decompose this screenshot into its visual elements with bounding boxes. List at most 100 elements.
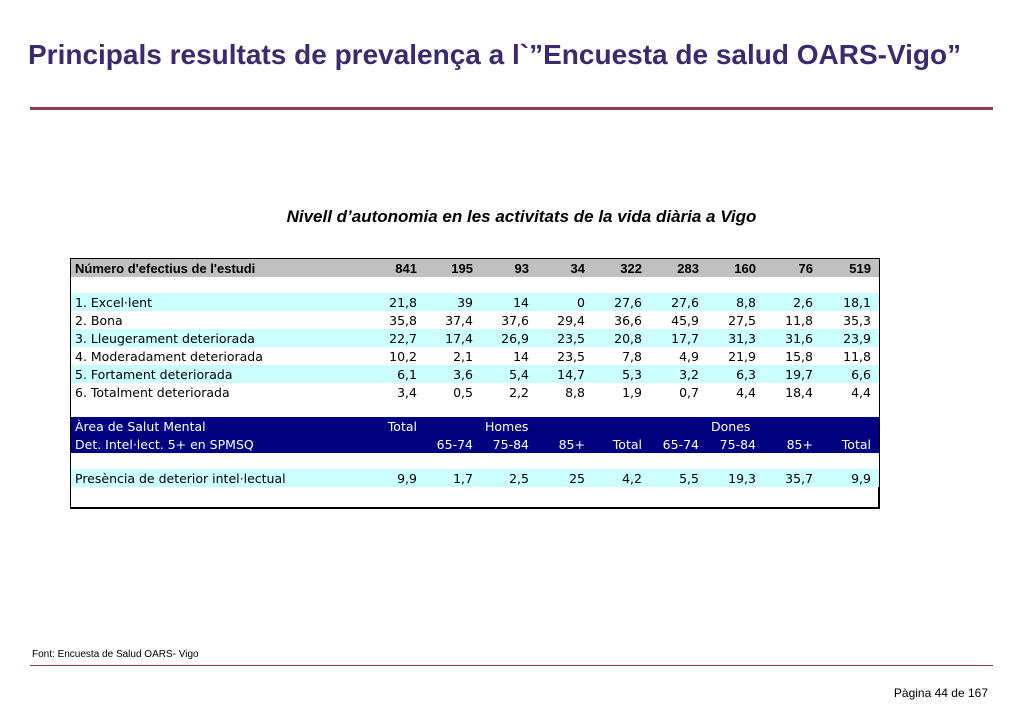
table-cell: 17,7 xyxy=(650,329,707,347)
row-label: 2. Bona xyxy=(71,311,369,329)
table-cell: 10,2 xyxy=(369,347,425,365)
table-cell: 36,6 xyxy=(593,311,650,329)
table-cell: 14 xyxy=(481,293,537,311)
dones-label: Dones xyxy=(707,417,764,435)
table-cell: 2,5 xyxy=(481,469,537,487)
header-cell: 519 xyxy=(821,259,879,277)
table-cell: 0,7 xyxy=(650,383,707,401)
empty-cell xyxy=(425,417,481,435)
table-cell: 31,6 xyxy=(764,329,821,347)
table-cell: 9,9 xyxy=(369,469,425,487)
table-cell: 6,3 xyxy=(707,365,764,383)
section-header-row: Àrea de Salut Mental Total Homes Dones xyxy=(71,417,879,435)
table-row: 3. Lleugerament deteriorada 22,7 17,4 26,9 2… xyxy=(71,329,879,347)
subheader-cell: 65-74 xyxy=(650,435,707,453)
table-cell: 45,9 xyxy=(650,311,707,329)
table-cell: 8,8 xyxy=(537,383,593,401)
table-cell: 4,2 xyxy=(593,469,650,487)
table-cell: 31,3 xyxy=(707,329,764,347)
subheader-cell: Total xyxy=(593,435,650,453)
table-header-row: Número d'efectius de l'estudi 841 195 93… xyxy=(71,259,879,277)
table-cell: 14 xyxy=(481,347,537,365)
table-row: 6. Totalment deteriorada 3,4 0,5 2,2 8,8 1,9 0… xyxy=(71,383,879,401)
table-cell: 27,6 xyxy=(650,293,707,311)
empty-cell xyxy=(593,417,650,435)
data-table: Número d'efectius de l'estudi 841 195 93… xyxy=(71,259,879,487)
table-cell: 35,7 xyxy=(764,469,821,487)
table-cell: 23,9 xyxy=(821,329,879,347)
table-cell: 21,9 xyxy=(707,347,764,365)
header-cell: 93 xyxy=(481,259,537,277)
table-cell: 7,8 xyxy=(593,347,650,365)
section-subheader-row: Det. Intel·lect. 5+ en SPMSQ 65-74 75-84 85… xyxy=(71,435,879,453)
empty-cell xyxy=(764,417,821,435)
empty-cell xyxy=(537,417,593,435)
table-row: 4. Moderadament deteriorada 10,2 2,1 14 23,5… xyxy=(71,347,879,365)
table-cell: 2,2 xyxy=(481,383,537,401)
table-cell: 21,8 xyxy=(369,293,425,311)
presence-row: Presència de deterior intel·lectual 9,9 1,… xyxy=(71,469,879,487)
header-cell: 34 xyxy=(537,259,593,277)
table-cell: 4,9 xyxy=(650,347,707,365)
header-cell: 283 xyxy=(650,259,707,277)
table-row: 2. Bona 35,8 37,4 37,6 29,4 36,6 45,9 27,5 11,8 3… xyxy=(71,311,879,329)
table-cell: 1,7 xyxy=(425,469,481,487)
table-subtitle: Nivell d’autonomia en les activitats de … xyxy=(286,207,757,226)
table-cell: 3,6 xyxy=(425,365,481,383)
table-cell: 35,8 xyxy=(369,311,425,329)
table-row: 1. Excel·lent 21,8 39 14 0 27,6 27,6 8,8 2,6 18,1 xyxy=(71,293,879,311)
row-label: 5. Fortament deteriorada xyxy=(71,365,369,383)
table-cell: 11,8 xyxy=(764,311,821,329)
area-label: Àrea de Salut Mental xyxy=(71,417,369,435)
table-cell: 4,4 xyxy=(707,383,764,401)
page-title: Principals resultats de prevalença a l`”… xyxy=(28,39,962,70)
table-cell: 3,2 xyxy=(650,365,707,383)
table-cell: 2,1 xyxy=(425,347,481,365)
source-note: Font: Encuesta de Salud OARS- Vigo xyxy=(32,649,199,660)
table-cell: 5,5 xyxy=(650,469,707,487)
subheader-cell: 85+ xyxy=(764,435,821,453)
table-cell: 6,1 xyxy=(369,365,425,383)
table-cell: 29,4 xyxy=(537,311,593,329)
table-cell: 14,7 xyxy=(537,365,593,383)
row-label: 1. Excel·lent xyxy=(71,293,369,311)
table-cell: 39 xyxy=(425,293,481,311)
table-cell: 8,8 xyxy=(707,293,764,311)
table-cell: 26,9 xyxy=(481,329,537,347)
header-cell: 322 xyxy=(593,259,650,277)
table-cell: 18,1 xyxy=(821,293,879,311)
det-label: Det. Intel·lect. 5+ en SPMSQ xyxy=(71,435,369,453)
table-cell: 25 xyxy=(537,469,593,487)
header-cell: 160 xyxy=(707,259,764,277)
table-cell: 17,4 xyxy=(425,329,481,347)
table-row: 5. Fortament deteriorada 6,1 3,6 5,4 14,7 5,3… xyxy=(71,365,879,383)
row-label: 3. Lleugerament deteriorada xyxy=(71,329,369,347)
subheader-cell: Total xyxy=(821,435,879,453)
total-label: Total xyxy=(369,417,425,435)
table-cell: 35,3 xyxy=(821,311,879,329)
table-cell: 2,6 xyxy=(764,293,821,311)
header-cell: 841 xyxy=(369,259,425,277)
table-cell: 6,6 xyxy=(821,365,879,383)
table-cell: 27,5 xyxy=(707,311,764,329)
header-cell: 76 xyxy=(764,259,821,277)
table-cell: 19,7 xyxy=(764,365,821,383)
subheader-cell: 75-84 xyxy=(707,435,764,453)
table-cell: 3,4 xyxy=(369,383,425,401)
empty-cell xyxy=(369,435,425,453)
table-cell: 4,4 xyxy=(821,383,879,401)
table-cell: 23,5 xyxy=(537,347,593,365)
table-cell: 22,7 xyxy=(369,329,425,347)
header-label: Número d'efectius de l'estudi xyxy=(71,259,369,277)
footer-divider xyxy=(30,665,993,666)
table-cell: 15,8 xyxy=(764,347,821,365)
subheader-cell: 85+ xyxy=(537,435,593,453)
data-table-frame: Número d'efectius de l'estudi 841 195 93… xyxy=(70,258,880,509)
subheader-cell: 65-74 xyxy=(425,435,481,453)
page-number: Pàgina 44 de 167 xyxy=(893,686,988,700)
table-cell: 20,8 xyxy=(593,329,650,347)
table-cell: 0,5 xyxy=(425,383,481,401)
empty-cell xyxy=(650,417,707,435)
table-cell: 23,5 xyxy=(537,329,593,347)
table-cell: 18,4 xyxy=(764,383,821,401)
